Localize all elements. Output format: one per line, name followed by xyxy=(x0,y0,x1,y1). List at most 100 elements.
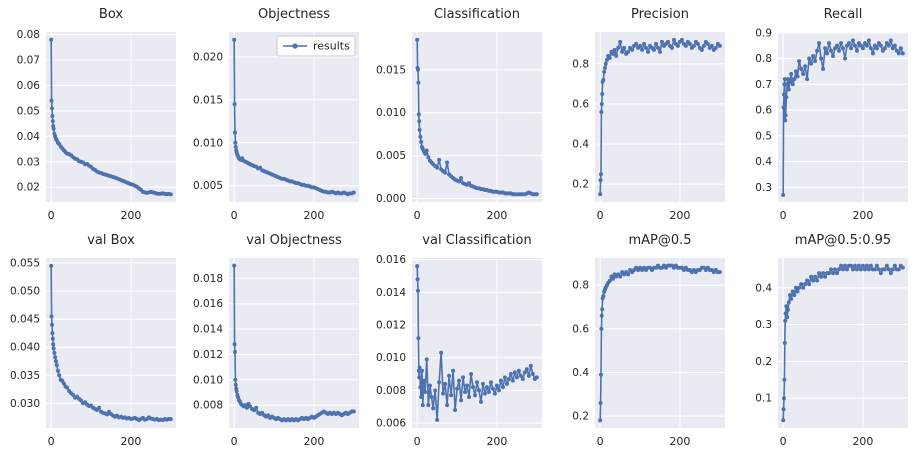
svg-text:200: 200 xyxy=(852,209,873,222)
recall-plot-area: 0.3 0.4 0.5 0.6 0.7 0.8 0.9 0 200 xyxy=(755,27,908,222)
x-tick-labels: 0 200 xyxy=(597,209,691,222)
svg-text:0.010: 0.010 xyxy=(193,137,223,149)
x-tick-labels: 0 200 xyxy=(780,209,874,222)
x-tick-labels: 0 200 xyxy=(414,209,508,222)
svg-text:200: 200 xyxy=(120,435,141,448)
svg-text:0.000: 0.000 xyxy=(376,193,406,205)
axes-background xyxy=(229,258,359,428)
svg-text:0.035: 0.035 xyxy=(10,370,40,382)
svg-text:0.08: 0.08 xyxy=(17,29,40,41)
svg-text:0.03: 0.03 xyxy=(17,156,40,168)
svg-text:0.030: 0.030 xyxy=(10,398,40,410)
subplot-title-val-classification: val Classification xyxy=(422,233,532,248)
subplot-recall: Recall 0.3 0.4 0.5 0.6 0.7 0.8 0.9 0 200 xyxy=(732,4,915,230)
y-tick-labels: 0.030 0.035 0.040 0.045 0.050 0.055 xyxy=(10,258,40,410)
svg-text:200: 200 xyxy=(852,435,873,448)
y-tick-labels: 0.008 0.010 0.012 0.014 0.016 0.018 xyxy=(193,273,223,412)
svg-text:0.04: 0.04 xyxy=(17,131,41,143)
svg-text:0.012: 0.012 xyxy=(376,320,406,332)
svg-text:0.4: 0.4 xyxy=(755,156,772,168)
svg-text:200: 200 xyxy=(669,435,690,448)
svg-text:200: 200 xyxy=(486,435,507,448)
axes-background xyxy=(46,258,176,428)
svg-text:0.014: 0.014 xyxy=(193,324,223,336)
gridlines xyxy=(595,258,725,428)
val-box-plot-area: 0.030 0.035 0.040 0.045 0.050 0.055 0 200 xyxy=(10,258,176,448)
svg-text:0.010: 0.010 xyxy=(376,352,406,364)
x-tick-labels: 0 200 xyxy=(780,435,874,448)
results-series-markers xyxy=(598,263,722,423)
val-classification-plot-area: 0.006 0.008 0.010 0.012 0.014 0.016 0 200 xyxy=(376,254,542,448)
y-tick-labels: 0.2 0.4 0.6 0.8 xyxy=(572,58,589,190)
y-tick-labels: 0.005 0.010 0.015 0.020 xyxy=(193,51,223,192)
svg-text:0.3: 0.3 xyxy=(755,182,772,194)
box-plot-area: 0.02 0.03 0.04 0.05 0.06 0.07 0.08 0 200 xyxy=(17,29,176,222)
svg-text:0.6: 0.6 xyxy=(755,105,772,117)
gridlines xyxy=(46,258,176,428)
y-tick-labels: 0.3 0.4 0.5 0.6 0.7 0.8 0.9 xyxy=(755,27,772,194)
svg-text:0.05: 0.05 xyxy=(17,105,40,117)
svg-text:0.008: 0.008 xyxy=(376,385,406,397)
svg-text:0.010: 0.010 xyxy=(193,374,223,386)
svg-text:0.6: 0.6 xyxy=(572,98,589,110)
svg-text:0.2: 0.2 xyxy=(755,356,772,368)
y-tick-labels: 0.02 0.03 0.04 0.05 0.06 0.07 0.08 xyxy=(17,29,41,194)
x-tick-labels: 0 200 xyxy=(414,435,508,448)
svg-text:0.040: 0.040 xyxy=(10,342,40,354)
results-series-markers xyxy=(781,38,905,198)
legend-box xyxy=(276,35,356,57)
svg-text:0.014: 0.014 xyxy=(376,287,406,299)
svg-text:0.06: 0.06 xyxy=(17,80,41,92)
x-tick-labels: 0 200 xyxy=(231,209,325,222)
svg-text:0: 0 xyxy=(231,209,238,222)
svg-text:0: 0 xyxy=(48,209,55,222)
svg-text:0.050: 0.050 xyxy=(10,286,40,298)
svg-text:0.6: 0.6 xyxy=(572,323,589,335)
svg-text:0.2: 0.2 xyxy=(572,179,589,191)
svg-text:0.015: 0.015 xyxy=(376,64,406,76)
svg-text:0.1: 0.1 xyxy=(755,393,772,405)
svg-text:0: 0 xyxy=(780,435,787,448)
subplot-map50: mAP@0.5 0.2 0.4 0.6 0.8 0 200 xyxy=(549,230,732,456)
svg-text:0.02: 0.02 xyxy=(17,182,40,194)
svg-text:0.045: 0.045 xyxy=(10,314,40,326)
svg-text:0.015: 0.015 xyxy=(193,94,223,106)
svg-text:200: 200 xyxy=(303,435,324,448)
svg-text:0.7: 0.7 xyxy=(755,79,772,91)
map50-plot-area: 0.2 0.4 0.6 0.8 0 200 xyxy=(572,258,725,448)
svg-text:0.2: 0.2 xyxy=(572,411,589,423)
subplot-title-objectness: Objectness xyxy=(257,7,331,22)
subplot-classification: Classification 0.000 0.005 0.010 0.015 0 200 xyxy=(366,4,549,230)
svg-text:0.010: 0.010 xyxy=(376,107,406,119)
svg-text:0.4: 0.4 xyxy=(572,367,589,379)
subplot-val-objectness: val Objectness 0.008 0.010 0.012 0.014 0.016… xyxy=(183,230,366,456)
legend: results xyxy=(276,35,356,57)
subplot-val-box: val Box 0.030 0.035 0.040 0.045 0.050 0.055 0 2… xyxy=(0,230,183,456)
svg-text:0: 0 xyxy=(597,209,604,222)
y-tick-labels: 0.2 0.4 0.6 0.8 xyxy=(572,280,589,423)
svg-text:0.055: 0.055 xyxy=(10,258,40,270)
axes-background xyxy=(412,32,542,202)
results-series-markers xyxy=(49,263,173,423)
results-series-markers xyxy=(415,37,539,197)
svg-text:0.8: 0.8 xyxy=(755,53,772,65)
svg-text:0.016: 0.016 xyxy=(376,254,406,266)
svg-text:0: 0 xyxy=(414,435,421,448)
legend-marker-sample xyxy=(292,43,298,49)
svg-text:0.8: 0.8 xyxy=(572,280,589,292)
subplot-title-box: Box xyxy=(98,7,124,22)
val-objectness-plot-area: 0.008 0.010 0.012 0.014 0.016 0.018 0 200 xyxy=(193,258,359,448)
subplot-title-classification: Classification xyxy=(433,7,521,22)
svg-text:0: 0 xyxy=(780,209,787,222)
results-series-markers xyxy=(232,263,356,423)
svg-text:0: 0 xyxy=(414,209,421,222)
subplot-title-map50-95: mAP@0.5:0.95 xyxy=(794,233,892,248)
y-tick-labels: 0.1 0.2 0.3 0.4 xyxy=(755,282,772,404)
legend-label: results xyxy=(313,40,350,53)
subplot-title-val-objectness: val Objectness xyxy=(246,233,342,248)
svg-text:0.3: 0.3 xyxy=(755,319,772,331)
svg-text:0.07: 0.07 xyxy=(17,54,40,66)
svg-text:0.012: 0.012 xyxy=(193,349,223,361)
map50-95-plot-area: 0.1 0.2 0.3 0.4 0 200 xyxy=(755,258,908,448)
